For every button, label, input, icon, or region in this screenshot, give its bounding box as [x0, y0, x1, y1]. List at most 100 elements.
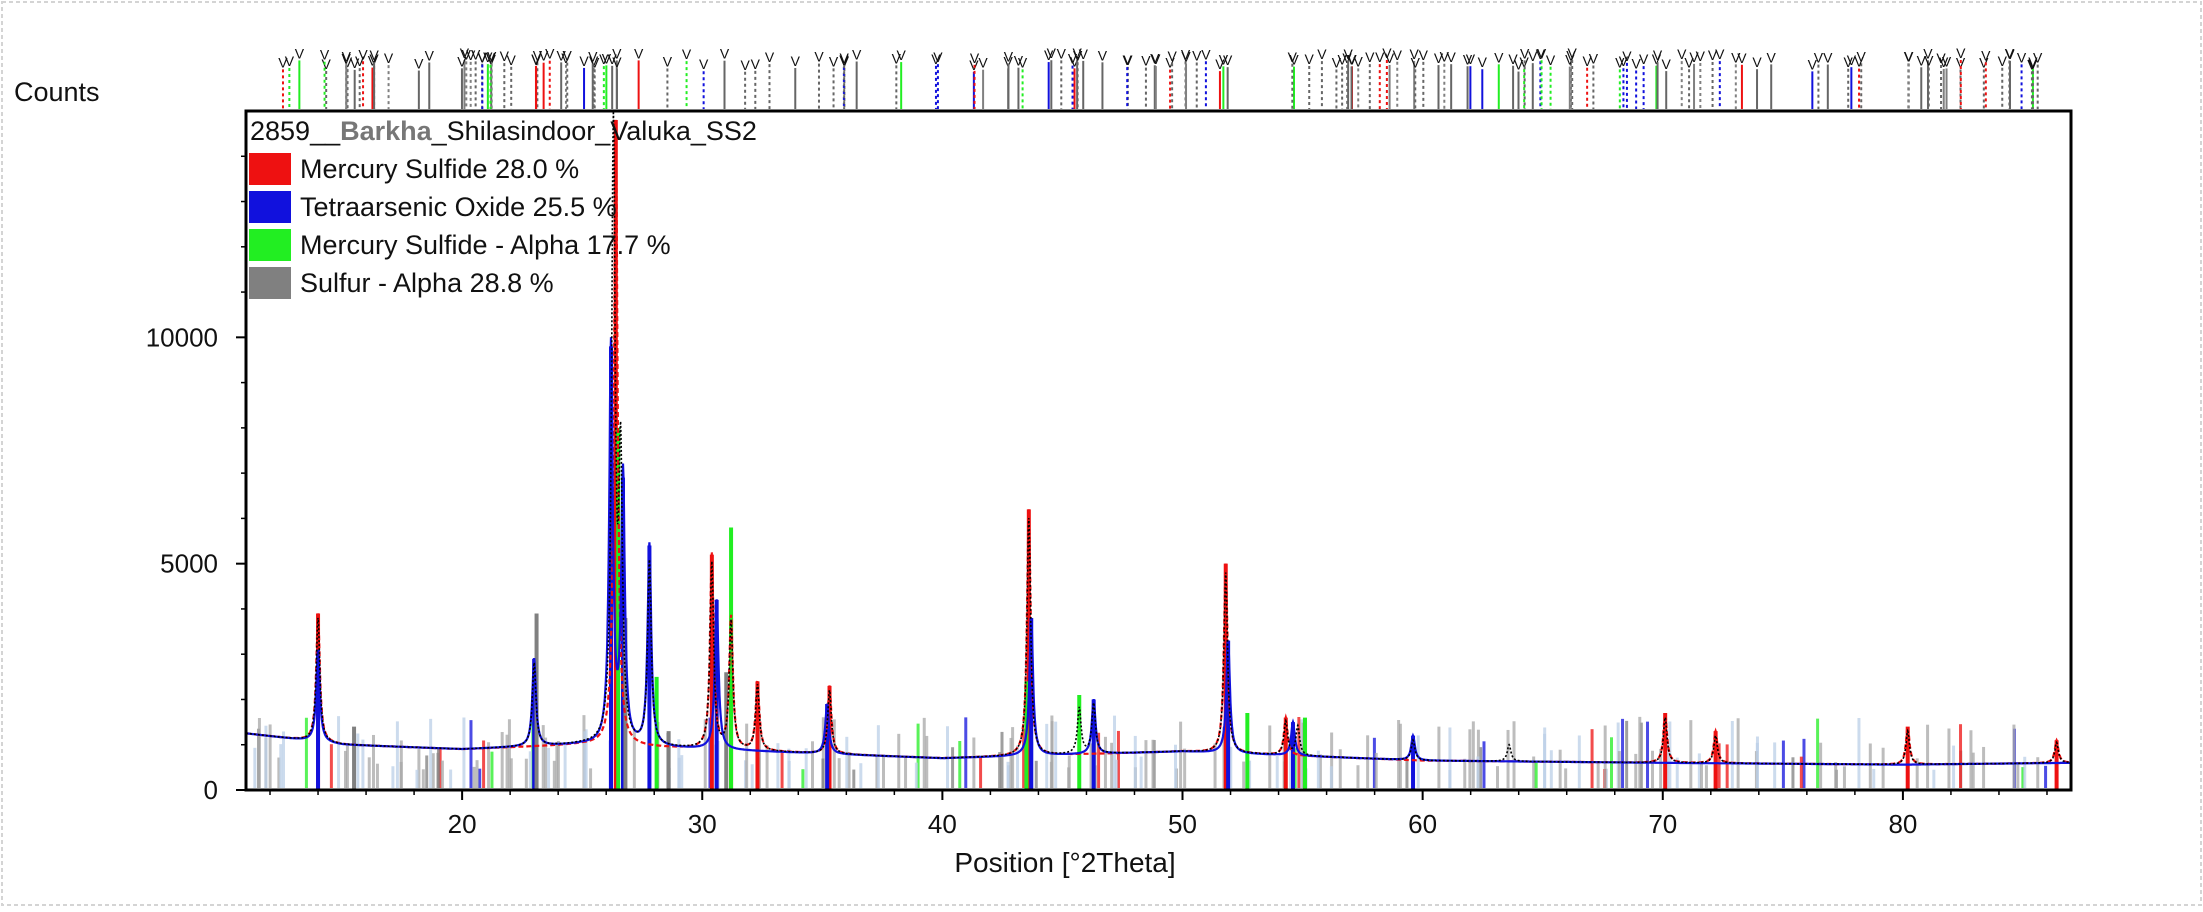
peak-marker: V	[545, 46, 555, 62]
peak-marker: V	[1382, 45, 1392, 61]
peak-marker: V	[1653, 47, 1663, 63]
x-axis-label: Position [°2Theta]	[954, 847, 1175, 878]
peak-marker: V	[1857, 48, 1867, 64]
peak-marker: V	[483, 49, 493, 65]
x-tick-label: 70	[1648, 809, 1677, 839]
peak-marker: V	[1347, 51, 1357, 67]
peak-marker: V	[1073, 47, 1083, 63]
peak-marker: V	[1615, 54, 1625, 70]
peak-marker: V	[1979, 55, 1989, 71]
peak-marker: V	[978, 55, 988, 71]
peak-marker: V	[1343, 46, 1353, 62]
peak-marker: V	[295, 45, 305, 61]
peak-marker: V	[579, 53, 589, 69]
peak-marker: V	[1332, 55, 1342, 71]
peak-marker: V	[355, 53, 365, 69]
peak-marker: V	[840, 53, 850, 69]
peak-marker: V	[1939, 54, 1949, 70]
peak-marker: V	[486, 50, 496, 66]
peak-marker: V	[2027, 56, 2037, 72]
peak-marker: V	[457, 53, 467, 69]
legend-swatch	[249, 229, 291, 261]
peak-marker: V	[1393, 47, 1403, 63]
peak-marker: V	[1385, 50, 1395, 66]
peak-marker: V	[1844, 54, 1854, 70]
peak-marker: V	[612, 45, 622, 61]
peak-marker: V	[1354, 53, 1364, 69]
peak-marker: V	[1589, 50, 1599, 66]
peak-marker: V	[1942, 53, 1952, 69]
peak-marker: V	[1150, 50, 1160, 66]
peak-marker: V	[1767, 49, 1777, 65]
peak-marker: V	[1619, 53, 1629, 69]
peak-marker: V	[368, 53, 378, 69]
x-tick-label: 80	[1888, 809, 1917, 839]
peak-marker: V	[1167, 48, 1177, 64]
peak-marker: V	[1566, 48, 1576, 64]
peak-marker: V	[1141, 53, 1151, 69]
peak-marker: V	[1192, 48, 1202, 64]
peak-marker: V	[1466, 51, 1476, 67]
peak-marker: V	[343, 54, 353, 70]
peak-marker: V	[1044, 47, 1054, 63]
peak-marker: V	[2005, 46, 2015, 62]
peak-marker: V	[1537, 45, 1547, 61]
peak-marker: V	[1123, 52, 1133, 68]
peak-marker: V	[720, 46, 730, 62]
peak-marker: V	[1375, 49, 1385, 65]
peak-marker: V	[1123, 52, 1133, 68]
peak-marker: V	[1808, 56, 1818, 72]
peak-marker: V	[500, 48, 510, 64]
peak-marker: V	[471, 46, 481, 62]
peak-marker: V	[285, 53, 295, 69]
peak-marker: V	[1317, 46, 1327, 62]
peak-marker: V	[1004, 53, 1014, 69]
legend-label: Mercury Sulfide - Alpha 17.7 %	[300, 230, 671, 260]
peak-marker: V	[1342, 50, 1352, 66]
title-prefix: 2859__	[250, 116, 341, 146]
peak-marker: V	[1684, 54, 1694, 70]
peak-marker: V	[1514, 57, 1524, 73]
peak-marker: V	[561, 50, 571, 66]
peak-marker: V	[589, 53, 599, 69]
peak-marker: V	[1181, 49, 1191, 65]
peak-marker: V	[1731, 49, 1741, 65]
peak-marker: V	[414, 56, 424, 72]
peak-marker: V	[663, 54, 673, 70]
peak-marker: V	[460, 45, 470, 61]
peak-marker: V	[350, 55, 360, 71]
peak-marker: V	[1631, 55, 1641, 71]
peak-marker: V	[1904, 48, 1914, 64]
peak-marker: V	[278, 54, 288, 70]
peak-marker: V	[740, 57, 750, 73]
peak-marker: V	[1347, 51, 1357, 67]
legend-swatch	[249, 267, 291, 299]
legend-label: Sulfur - Alpha 28.8 %	[300, 268, 554, 298]
peak-marker: V	[1528, 48, 1538, 64]
peak-marker: V	[466, 47, 476, 63]
peak-marker: V	[765, 49, 775, 65]
peak-marker: V	[384, 50, 394, 66]
peak-marker: V	[2028, 54, 2038, 70]
y-tick-label: 10000	[146, 322, 218, 352]
peak-marker: V	[1289, 52, 1299, 68]
peak-marker: V	[1582, 53, 1592, 69]
peak-marker: V	[1047, 45, 1057, 61]
peak-marker: V	[1151, 51, 1161, 67]
peak-marker: V	[896, 47, 906, 63]
peak-marker: V	[1904, 49, 1914, 65]
peak-marker: V	[1622, 48, 1632, 64]
peak-marker: V	[933, 49, 943, 65]
peak-marker: V	[1057, 45, 1067, 61]
peak-marker: V	[1018, 54, 1028, 70]
peak-marker: V	[2005, 46, 2015, 62]
peak-marker: V	[970, 50, 980, 66]
peak-marker: V	[1737, 50, 1747, 66]
peak-marker: V	[814, 49, 824, 65]
peak-marker: V	[1924, 52, 1934, 68]
peak-marker: V	[1923, 45, 1933, 61]
peak-marker: V	[1446, 49, 1456, 65]
x-axis: 20 30 40 50 60 70 80	[269, 790, 2048, 839]
